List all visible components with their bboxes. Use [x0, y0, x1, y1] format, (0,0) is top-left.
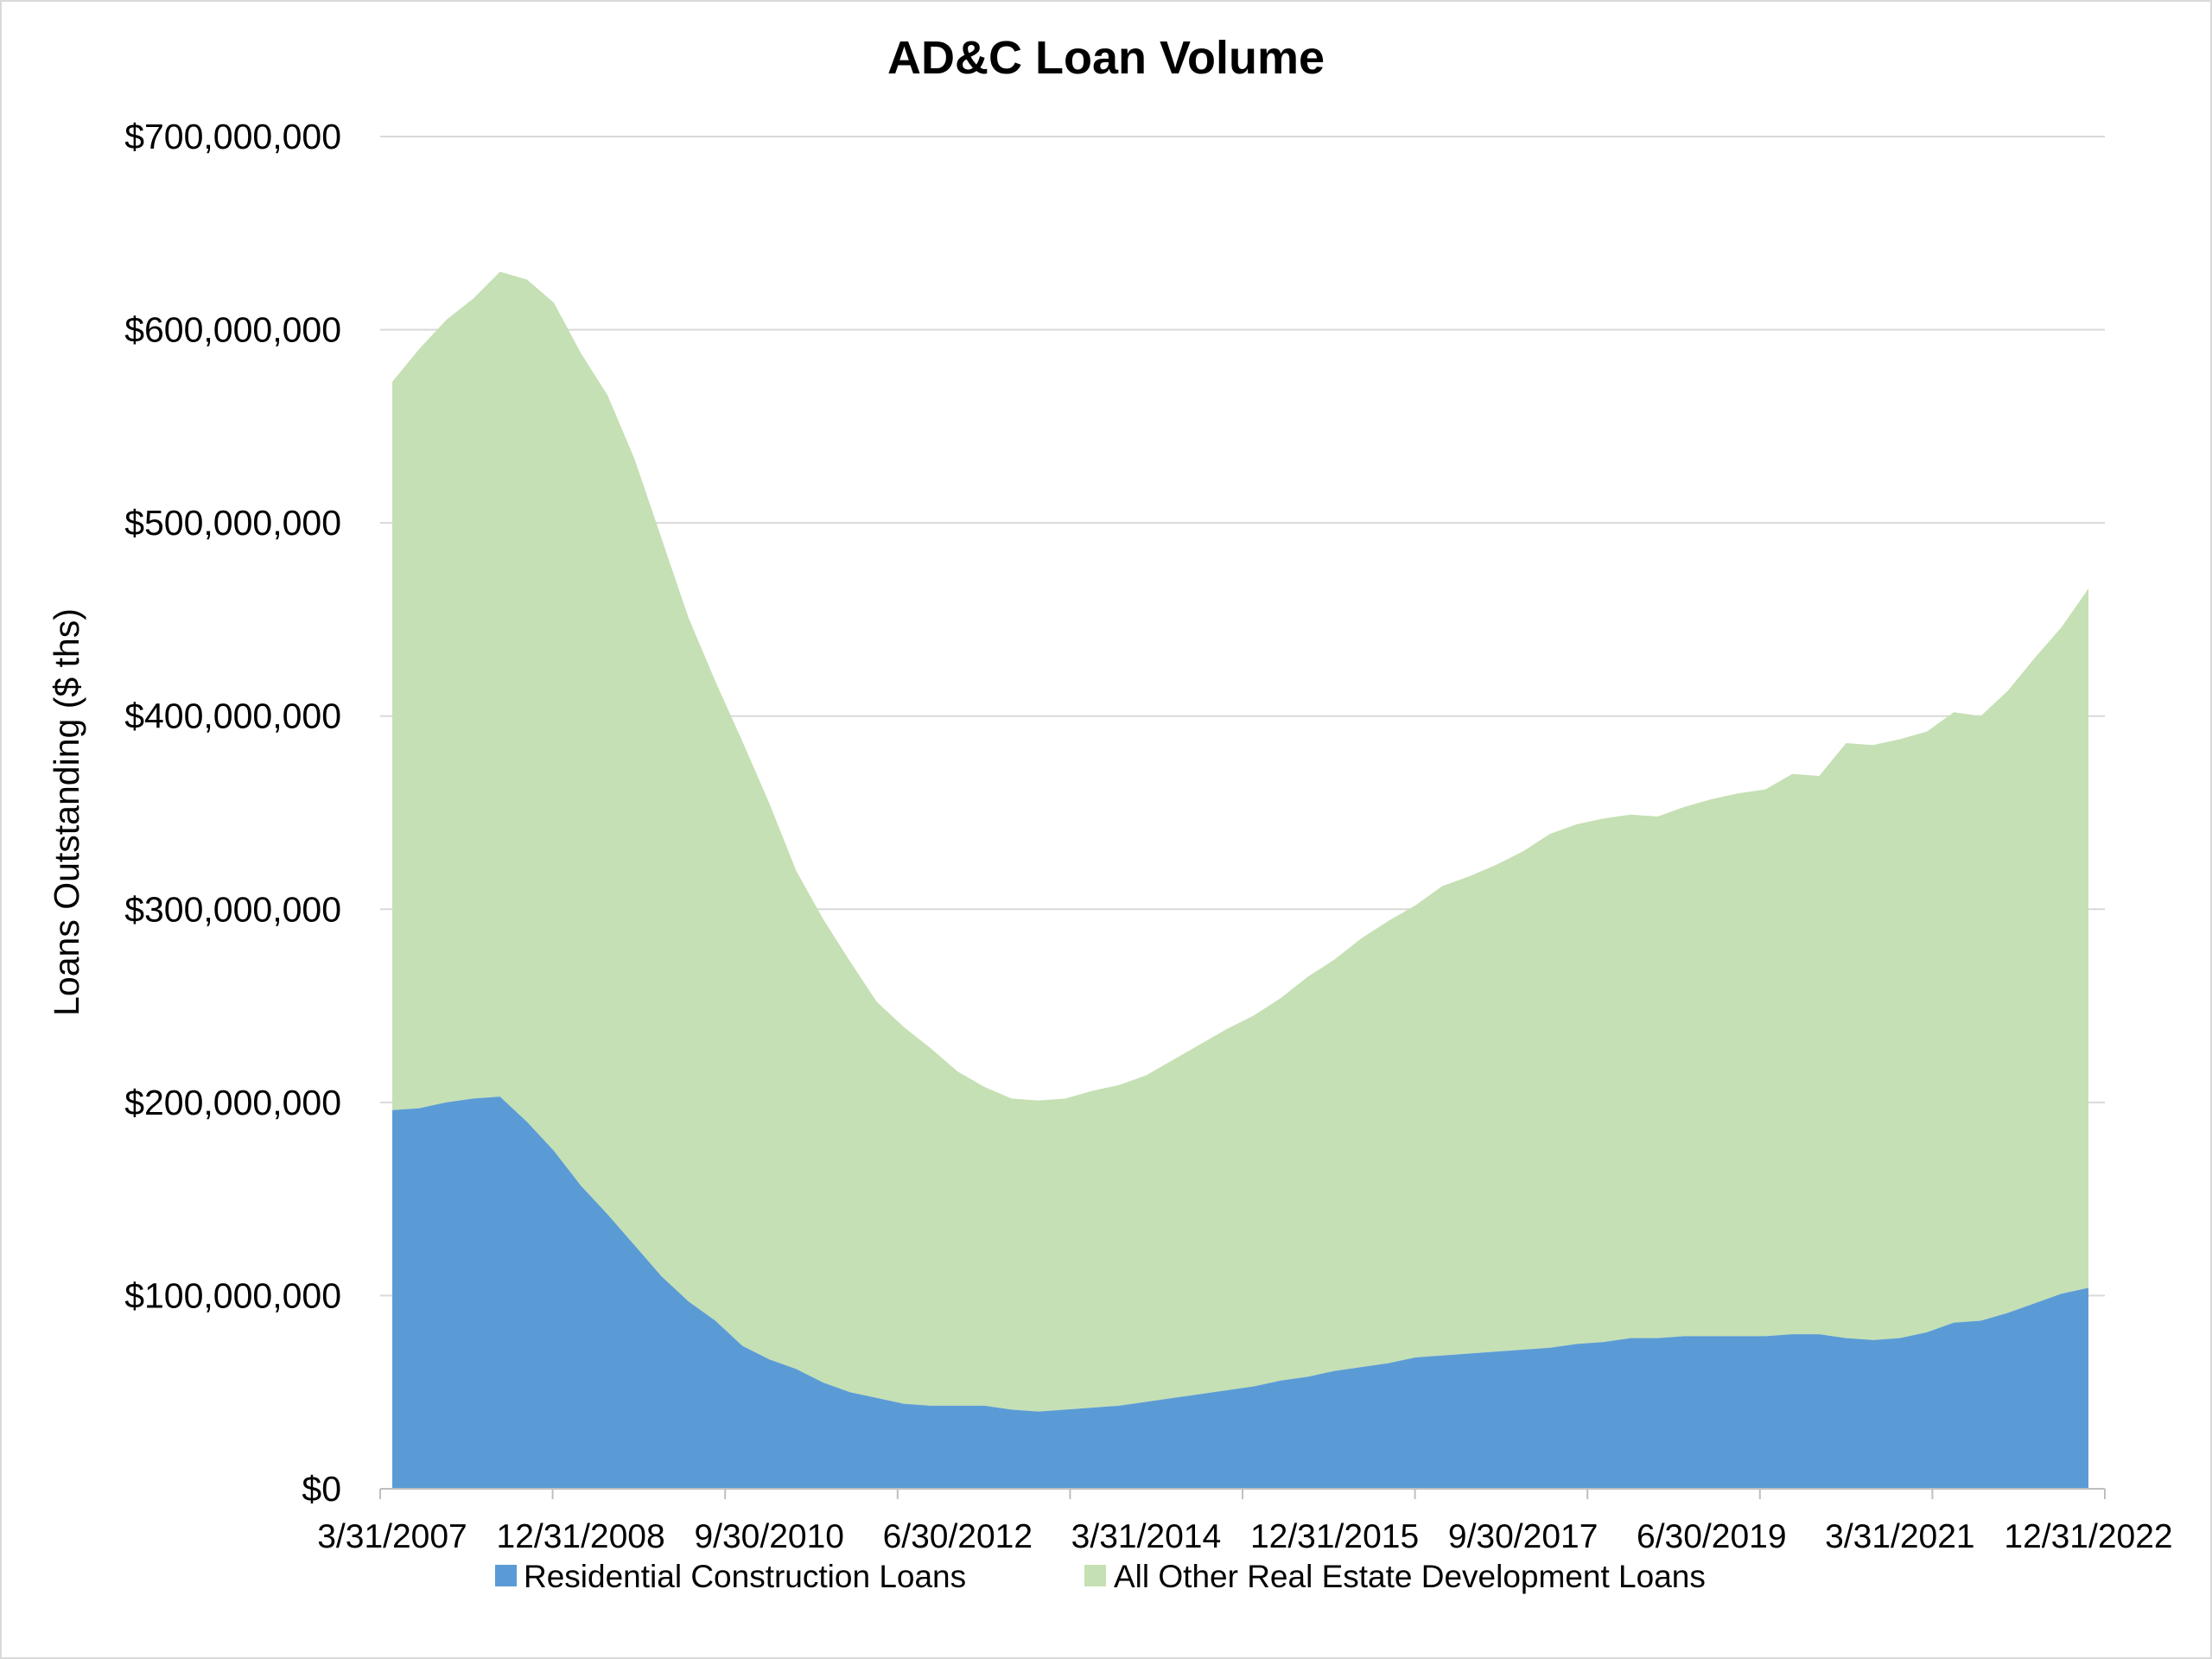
y-tick-label: $200,000,000 — [124, 1083, 341, 1122]
x-tick-label: 12/31/2008 — [497, 1518, 665, 1555]
y-tick-label: $700,000,000 — [124, 117, 341, 156]
legend-swatch-other — [1084, 1565, 1106, 1586]
legend: Residential Construction Loans All Other… — [495, 1559, 1706, 1594]
y-axis-label: Loans Outstanding ($ ths) — [47, 608, 86, 1016]
legend-label-other: All Other Real Estate Development Loans — [1114, 1559, 1706, 1594]
area-other-real-estate — [392, 271, 2088, 1412]
plot-areas — [392, 271, 2088, 1489]
y-tick-label: $100,000,000 — [124, 1275, 341, 1315]
legend-label-residential: Residential Construction Loans — [524, 1559, 966, 1594]
y-tick-label: $300,000,000 — [124, 889, 341, 929]
x-tick-label: 3/31/2007 — [317, 1518, 467, 1555]
y-tick-label: $400,000,000 — [124, 696, 341, 736]
legend-swatch-residential — [495, 1565, 517, 1586]
chart-title: AD&C Loan Volume — [887, 32, 1325, 84]
y-tick-label: $500,000,000 — [124, 503, 341, 543]
x-tick-label: 6/30/2012 — [883, 1518, 1033, 1555]
x-tick-label: 3/31/2021 — [1825, 1518, 1975, 1555]
axes — [379, 1488, 2106, 1499]
y-tick-labels: $0 $100,000,000 $200,000,000 $300,000,000 $4… — [124, 117, 341, 1509]
x-tick-label: 9/30/2017 — [1448, 1518, 1599, 1555]
x-tick-label: 3/31/2014 — [1071, 1518, 1222, 1555]
area-residential-construction — [392, 1096, 2088, 1489]
y-tick-label: $600,000,000 — [124, 310, 341, 350]
x-tick-label: 6/30/2019 — [1637, 1518, 1787, 1555]
x-tick-labels: 3/31/2007 12/31/2008 9/30/2010 6/30/2012 3/3… — [317, 1518, 2172, 1555]
x-tick-label: 12/31/2022 — [2004, 1518, 2172, 1555]
x-tick-label: 12/31/2015 — [1250, 1518, 1419, 1555]
y-tick-label: $0 — [302, 1469, 341, 1509]
x-tick-label: 9/30/2010 — [694, 1518, 844, 1555]
